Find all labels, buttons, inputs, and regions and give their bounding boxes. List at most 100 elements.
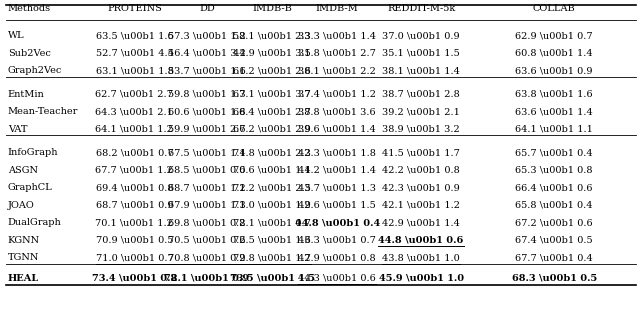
Text: 67.5 \u00b1 1.4: 67.5 \u00b1 1.4: [168, 148, 246, 157]
Text: 67.2 \u00b1 0.6: 67.2 \u00b1 0.6: [515, 218, 593, 227]
Text: JOAO: JOAO: [8, 201, 35, 210]
Text: Methods: Methods: [8, 4, 51, 13]
Text: 63.1 \u00b1 1.8: 63.1 \u00b1 1.8: [95, 66, 173, 75]
Text: 67.2 \u00b1 2.9: 67.2 \u00b1 2.9: [234, 125, 311, 133]
Text: HEAL: HEAL: [8, 274, 39, 283]
Text: 62.9 \u00b1 0.7: 62.9 \u00b1 0.7: [515, 31, 593, 40]
Text: 71.2 \u00b1 2.5: 71.2 \u00b1 2.5: [234, 183, 311, 192]
Text: 68.2 \u00b1 0.7: 68.2 \u00b1 0.7: [95, 148, 173, 157]
Text: IMDB-M: IMDB-M: [316, 4, 358, 13]
Text: 42.3 \u00b1 0.9: 42.3 \u00b1 0.9: [382, 183, 460, 192]
Text: Sub2Vec: Sub2Vec: [8, 49, 51, 57]
Text: 59.9 \u00b1 2.6: 59.9 \u00b1 2.6: [168, 125, 246, 133]
Text: 64.1 \u00b1 1.2: 64.1 \u00b1 1.2: [95, 125, 173, 133]
Text: 42.9 \u00b1 0.8: 42.9 \u00b1 0.8: [298, 253, 376, 262]
Text: 38.1 \u00b1 1.4: 38.1 \u00b1 1.4: [382, 66, 460, 75]
Text: 65.3 \u00b1 0.8: 65.3 \u00b1 0.8: [515, 166, 593, 175]
Text: 63.5 \u00b1 1.6: 63.5 \u00b1 1.6: [95, 31, 173, 40]
Text: 71.0 \u00b1 1.9: 71.0 \u00b1 1.9: [234, 201, 311, 210]
Text: 68.3 \u00b1 0.5: 68.3 \u00b1 0.5: [511, 274, 596, 283]
Text: 38.1 \u00b1 2.2: 38.1 \u00b1 2.2: [298, 66, 376, 75]
Text: 68.7 \u00b1 1.2: 68.7 \u00b1 1.2: [168, 183, 246, 192]
Text: 39.6 \u00b1 1.4: 39.6 \u00b1 1.4: [298, 125, 376, 133]
Text: 72.1 \u00b1 0.9: 72.1 \u00b1 0.9: [164, 274, 250, 283]
Text: 63.6 \u00b1 1.4: 63.6 \u00b1 1.4: [515, 107, 593, 116]
Text: PROTEINS: PROTEINS: [107, 4, 162, 13]
Text: 66.4 \u00b1 2.7: 66.4 \u00b1 2.7: [234, 107, 311, 116]
Text: 44.8 \u00b1 0.4: 44.8 \u00b1 0.4: [294, 218, 380, 227]
Text: 67.7 \u00b1 1.2: 67.7 \u00b1 1.2: [95, 166, 173, 175]
Text: 69.8 \u00b1 0.8: 69.8 \u00b1 0.8: [168, 218, 246, 227]
Text: DualGraph: DualGraph: [8, 218, 61, 227]
Text: 38.7 \u00b1 2.8: 38.7 \u00b1 2.8: [382, 90, 460, 99]
Text: 35.1 \u00b1 1.5: 35.1 \u00b1 1.5: [382, 49, 460, 57]
Text: 73.5 \u00b1 1.5: 73.5 \u00b1 1.5: [230, 274, 315, 283]
Text: Mean-Teacher: Mean-Teacher: [8, 107, 78, 116]
Text: 69.4 \u00b1 0.8: 69.4 \u00b1 0.8: [95, 183, 173, 192]
Text: 71.8 \u00b1 2.3: 71.8 \u00b1 2.3: [234, 148, 311, 157]
Text: 41.2 \u00b1 1.4: 41.2 \u00b1 1.4: [298, 166, 376, 175]
Text: 72.5 \u00b1 1.6: 72.5 \u00b1 1.6: [234, 236, 311, 245]
Text: 45.9 \u00b1 1.0: 45.9 \u00b1 1.0: [378, 274, 464, 283]
Text: 37.4 \u00b1 1.2: 37.4 \u00b1 1.2: [298, 90, 376, 99]
Text: 67.1 \u00b1 3.7: 67.1 \u00b1 3.7: [234, 90, 311, 99]
Text: KGNN: KGNN: [8, 236, 40, 245]
Text: 44.8 \u00b1 0.6: 44.8 \u00b1 0.6: [378, 236, 464, 245]
Text: 70.9 \u00b1 0.5: 70.9 \u00b1 0.5: [95, 236, 173, 245]
Text: 70.5 \u00b1 0.6: 70.5 \u00b1 0.6: [168, 236, 246, 245]
Text: WL: WL: [8, 31, 24, 40]
Text: VAT: VAT: [8, 125, 27, 133]
Text: 72.8 \u00b1 1.7: 72.8 \u00b1 1.7: [234, 253, 311, 262]
Text: 64.1 \u00b1 1.1: 64.1 \u00b1 1.1: [515, 125, 593, 133]
Text: 64.3 \u00b1 2.1: 64.3 \u00b1 2.1: [95, 107, 173, 116]
Text: EntMin: EntMin: [8, 90, 44, 99]
Text: GraphCL: GraphCL: [8, 183, 52, 192]
Text: 31.8 \u00b1 2.7: 31.8 \u00b1 2.7: [298, 49, 376, 57]
Text: 72.1 \u00b1 0.7: 72.1 \u00b1 0.7: [234, 218, 311, 227]
Text: 39.2 \u00b1 2.1: 39.2 \u00b1 2.1: [382, 107, 460, 116]
Text: 44.9 \u00b1 3.5: 44.9 \u00b1 3.5: [234, 49, 311, 57]
Text: 60.8 \u00b1 1.4: 60.8 \u00b1 1.4: [515, 49, 593, 57]
Text: 33.3 \u00b1 1.4: 33.3 \u00b1 1.4: [298, 31, 376, 40]
Text: DD: DD: [199, 4, 215, 13]
Text: Graph2Vec: Graph2Vec: [8, 66, 62, 75]
Text: ASGN: ASGN: [8, 166, 38, 175]
Text: 46.4 \u00b1 3.2: 46.4 \u00b1 3.2: [168, 49, 246, 57]
Text: 43.8 \u00b1 1.0: 43.8 \u00b1 1.0: [382, 253, 460, 262]
Text: 37.0 \u00b1 0.9: 37.0 \u00b1 0.9: [382, 31, 460, 40]
Text: 65.7 \u00b1 0.4: 65.7 \u00b1 0.4: [515, 148, 593, 157]
Text: 61.2 \u00b1 2.6: 61.2 \u00b1 2.6: [234, 66, 311, 75]
Text: 43.3 \u00b1 0.7: 43.3 \u00b1 0.7: [298, 236, 376, 245]
Text: 66.4 \u00b1 0.6: 66.4 \u00b1 0.6: [515, 183, 593, 192]
Text: 62.7 \u00b1 2.7: 62.7 \u00b1 2.7: [95, 90, 173, 99]
Text: 42.3 \u00b1 1.8: 42.3 \u00b1 1.8: [298, 148, 376, 157]
Text: 38.9 \u00b1 3.2: 38.9 \u00b1 3.2: [382, 125, 460, 133]
Text: 38.8 \u00b1 3.6: 38.8 \u00b1 3.6: [298, 107, 376, 116]
Text: 59.8 \u00b1 1.3: 59.8 \u00b1 1.3: [168, 90, 246, 99]
Text: 68.5 \u00b1 0.6: 68.5 \u00b1 0.6: [168, 166, 246, 175]
Text: 42.9 \u00b1 1.4: 42.9 \u00b1 1.4: [382, 218, 460, 227]
Text: 63.8 \u00b1 1.6: 63.8 \u00b1 1.6: [515, 90, 593, 99]
Text: 52.7 \u00b1 4.5: 52.7 \u00b1 4.5: [95, 49, 173, 57]
Text: IMDB-B: IMDB-B: [252, 4, 292, 13]
Text: InfoGraph: InfoGraph: [8, 148, 58, 157]
Text: 67.9 \u00b1 1.3: 67.9 \u00b1 1.3: [168, 201, 246, 210]
Text: 67.4 \u00b1 0.5: 67.4 \u00b1 0.5: [515, 236, 593, 245]
Text: 67.7 \u00b1 0.4: 67.7 \u00b1 0.4: [515, 253, 593, 262]
Text: 70.6 \u00b1 1.4: 70.6 \u00b1 1.4: [234, 166, 311, 175]
Text: 73.4 \u00b1 0.8: 73.4 \u00b1 0.8: [92, 274, 177, 283]
Text: 70.8 \u00b1 0.9: 70.8 \u00b1 0.9: [168, 253, 246, 262]
Text: 43.7 \u00b1 1.3: 43.7 \u00b1 1.3: [298, 183, 376, 192]
Text: TGNN: TGNN: [8, 253, 39, 262]
Text: COLLAB: COLLAB: [532, 4, 575, 13]
Text: 60.6 \u00b1 1.8: 60.6 \u00b1 1.8: [168, 107, 246, 116]
Text: 42.1 \u00b1 1.2: 42.1 \u00b1 1.2: [382, 201, 460, 210]
Text: 68.7 \u00b1 0.9: 68.7 \u00b1 0.9: [95, 201, 173, 210]
Text: 71.0 \u00b1 0.7: 71.0 \u00b1 0.7: [95, 253, 173, 262]
Text: REDDIT-M-5k: REDDIT-M-5k: [387, 4, 455, 13]
Text: 58.1 \u00b1 2.3: 58.1 \u00b1 2.3: [234, 31, 311, 40]
Text: 42.2 \u00b1 0.8: 42.2 \u00b1 0.8: [382, 166, 460, 175]
Text: 70.1 \u00b1 1.2: 70.1 \u00b1 1.2: [95, 218, 173, 227]
Text: 63.6 \u00b1 0.9: 63.6 \u00b1 0.9: [515, 66, 593, 75]
Text: 44.3 \u00b1 0.6: 44.3 \u00b1 0.6: [298, 274, 376, 283]
